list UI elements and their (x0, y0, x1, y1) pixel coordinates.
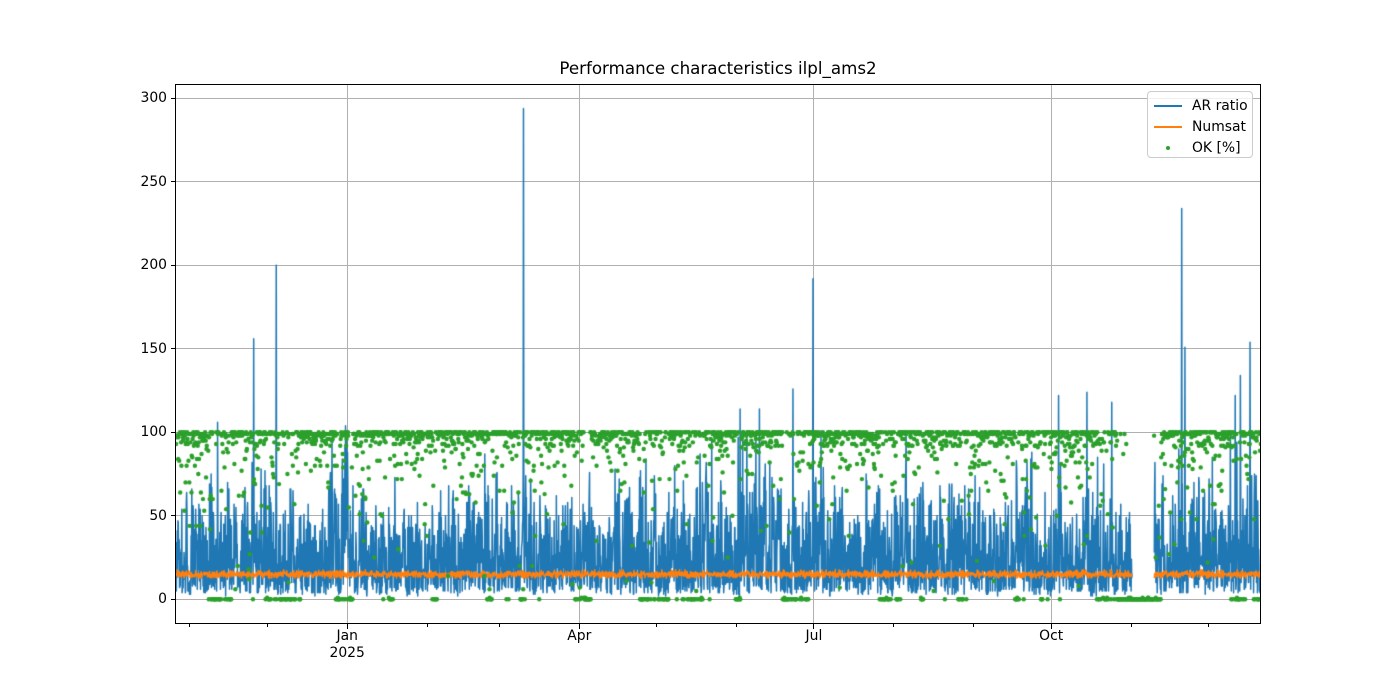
x-tick-year: 2025 (329, 644, 365, 661)
x-minor-tick (893, 624, 895, 628)
x-minor-tick (1208, 624, 1209, 628)
x-tick-month: Jan (336, 628, 358, 644)
x-minor-tick (498, 624, 500, 628)
legend-entry-numsat: Numsat (1154, 117, 1246, 138)
x-minor-tick (736, 624, 737, 628)
legend-label: OK [%] (1192, 140, 1241, 157)
x-minor-tick (656, 624, 658, 628)
legend-line-icon (1154, 105, 1182, 108)
legend-line-icon (1154, 126, 1182, 129)
x-major-tick-Oct (1050, 624, 1052, 629)
legend-entry-ok-: OK [%] (1154, 138, 1244, 159)
x-minor-tick (426, 624, 428, 628)
x-tick-label-Jan: Jan 2025 (330, 628, 365, 662)
legend-marker (1154, 105, 1182, 108)
legend-marker (1165, 145, 1171, 151)
legend-dot-icon (1154, 145, 1182, 151)
series-canvas (175, 84, 1261, 623)
legend-marker (1154, 126, 1182, 129)
chart-title: Performance characteristics ilpl_ams2 (559, 57, 877, 78)
x-minor-tick (189, 624, 191, 628)
y-tick-100 (170, 431, 176, 433)
y-tick-label-100: 100 (140, 424, 167, 441)
legend-entry-ar-ratio: AR ratio (1154, 96, 1248, 117)
y-tick-label-300: 300 (140, 90, 167, 107)
y-tick-50 (170, 515, 176, 517)
y-tick-label-0: 0 (158, 591, 167, 608)
x-minor-tick (973, 624, 975, 628)
x-tick-label-Jul: Jul (806, 628, 823, 645)
x-major-tick-Jan (346, 624, 348, 629)
y-tick-300 (170, 97, 176, 99)
x-tick-label-Oct: Oct (1039, 628, 1063, 645)
y-tick-150 (170, 348, 176, 350)
x-tick-month: Jul (805, 628, 823, 644)
plot-area (175, 84, 1261, 623)
axes-spines (175, 83, 1262, 624)
x-minor-tick (1130, 624, 1132, 628)
y-tick-label-200: 200 (140, 257, 167, 274)
y-tick-label-250: 250 (140, 173, 167, 190)
legend-label: Numsat (1192, 119, 1246, 136)
x-major-tick-Jul (813, 624, 815, 629)
y-tick-200 (170, 264, 176, 266)
legend: AR ratio Numsat OK [%] (1147, 91, 1253, 158)
x-tick-month: Oct (1039, 628, 1064, 644)
y-tick-label-50: 50 (149, 507, 167, 524)
x-minor-tick (266, 624, 268, 628)
x-tick-month: Apr (567, 628, 592, 644)
y-tick-0 (170, 598, 176, 600)
x-tick-label-Apr: Apr (567, 628, 591, 645)
x-major-tick-Apr (578, 624, 580, 629)
y-tick-label-150: 150 (140, 340, 167, 357)
legend-label: AR ratio (1192, 98, 1248, 115)
y-tick-250 (170, 181, 176, 183)
